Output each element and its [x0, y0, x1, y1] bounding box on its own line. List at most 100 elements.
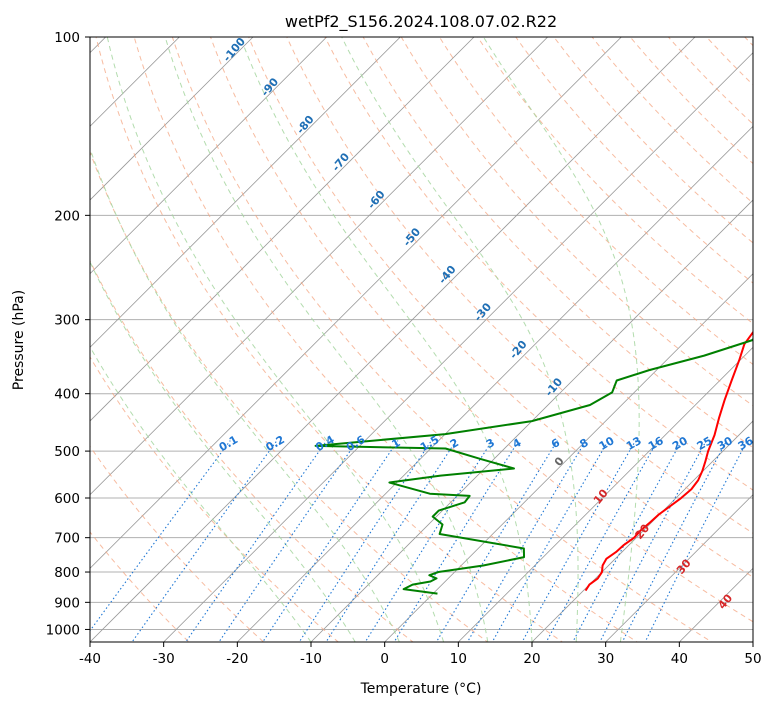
moist-adiabat [90, 147, 400, 642]
moist-adiabat [90, 260, 356, 642]
axes: -40 -30 -20 -10 0 10 20 30 40 5010020030040050060… [46, 30, 762, 667]
mixing-ratio-label: 3 [484, 436, 497, 451]
mixing-ratio-line [131, 440, 278, 642]
dry-adiabat [591, 37, 753, 204]
isotherm-gridline [0, 10, 59, 654]
dry-adiabat [209, 37, 753, 623]
dry-adiabat [362, 37, 753, 449]
y-tick-label: 600 [54, 491, 80, 507]
moist-adiabat [106, 37, 445, 642]
isotherm-gridline [90, 37, 549, 496]
y-axis-label: Pressure (hPa) [11, 290, 27, 390]
dry-adiabat [248, 37, 753, 578]
x-tick-label: 50 [744, 651, 761, 667]
dry-adiabat [756, 10, 775, 654]
x-tick-label: -40 [79, 651, 101, 667]
isotherm-gridline [90, 37, 254, 201]
profile-curves [314, 330, 753, 595]
plot-frame [89, 36, 754, 643]
y-tick-label: 200 [54, 208, 80, 224]
isotherm-gridline [90, 37, 328, 275]
moist-adiabat [482, 37, 640, 642]
moist-adiabat [90, 345, 312, 642]
x-tick-label: -10 [300, 651, 322, 667]
x-tick-label: 30 [597, 651, 614, 667]
adiabat-label: -40 [436, 263, 459, 287]
y-tick-label: 800 [54, 565, 80, 581]
y-tick-label: 900 [54, 595, 80, 611]
dry-adiabat [515, 37, 753, 284]
dry-adiabat [133, 37, 638, 642]
x-tick-label: 20 [523, 651, 540, 667]
mixing-ratio-line [521, 440, 637, 642]
mixing-ratio-line [218, 440, 358, 642]
isotherm-gridline [90, 37, 622, 569]
dry-adiabat [171, 37, 713, 642]
moist-adiabat [341, 37, 579, 642]
mixing-ratio-label: 13 [624, 434, 644, 453]
dry-adiabat [705, 37, 753, 86]
x-tick-label: 0 [380, 651, 389, 667]
mixing-ratio-label: 25 [695, 434, 715, 453]
mixing-ratio-line [545, 440, 659, 642]
adiabat-label: 30 [674, 556, 694, 576]
mixing-ratio-line [621, 440, 728, 642]
isotherm-gridline [384, 273, 753, 642]
mixing-ratio-line [262, 440, 399, 642]
mixing-ratio-label: 10 [597, 434, 617, 453]
mixing-ratio-line [90, 440, 231, 632]
chart-title: wetPf2_S156.2024.108.07.02.R22 [285, 12, 557, 32]
mixing-ratio-line [435, 440, 558, 642]
dry-adiabat [629, 37, 753, 165]
dry-adiabat [286, 37, 753, 534]
mixing-ratio-line [644, 440, 748, 642]
dry-adiabat [438, 37, 753, 366]
adiabat-label: -90 [258, 75, 281, 99]
y-tick-label: 100 [54, 30, 80, 46]
mixing-ratio-line [393, 440, 520, 642]
background-grid [0, 10, 775, 654]
mixing-ratio-label: 20 [670, 434, 690, 453]
moist-adiabat [164, 37, 489, 642]
dry-adiabat [90, 531, 190, 642]
isotherm-gridline [90, 37, 180, 127]
moist-adiabat [239, 37, 533, 642]
isotherm-gridline [457, 346, 753, 642]
temperature-profile-line [584, 330, 753, 592]
mixing-ratio-label: 4 [510, 436, 523, 451]
isotherm-gridline [90, 37, 696, 642]
y-tick-label: 400 [54, 387, 80, 403]
y-tick-label: 300 [54, 313, 80, 329]
x-tick-label: -30 [153, 651, 175, 667]
mixing-ratio-line [325, 440, 457, 642]
y-tick-label: 500 [54, 444, 80, 460]
dry-adiabat [95, 37, 564, 642]
dry-adiabat [90, 259, 414, 642]
dry-adiabat [324, 37, 753, 491]
dry-adiabat [90, 356, 339, 642]
dry-adiabat [553, 37, 753, 244]
isotherm-gridline [163, 52, 753, 642]
mixing-ratio-label: 30 [715, 434, 735, 453]
mixing-ratio-line [466, 440, 587, 642]
isotherm-gridline [531, 420, 753, 642]
mixing-ratio-line [298, 440, 432, 642]
y-tick-label: 1000 [46, 622, 80, 638]
isotherm-gridline [752, 641, 753, 642]
adiabat-label: -60 [365, 188, 388, 212]
adiabat-label: 40 [715, 591, 735, 611]
dry-adiabat [744, 37, 753, 47]
mixing-ratio-line [491, 440, 609, 642]
x-tick-label: 40 [671, 651, 688, 667]
adiabat-label: -10 [542, 375, 565, 399]
mixing-ratio-line [572, 440, 683, 642]
mixing-ratio-line [185, 440, 328, 642]
mixing-ratio-line [599, 440, 707, 642]
x-tick-label: 10 [450, 651, 467, 667]
dry-adiabat [90, 445, 265, 642]
dewpoint-profile-line [314, 337, 753, 595]
dry-adiabat [400, 37, 753, 407]
isotherm-gridline [605, 494, 753, 642]
isotherm-gridline [90, 37, 401, 348]
